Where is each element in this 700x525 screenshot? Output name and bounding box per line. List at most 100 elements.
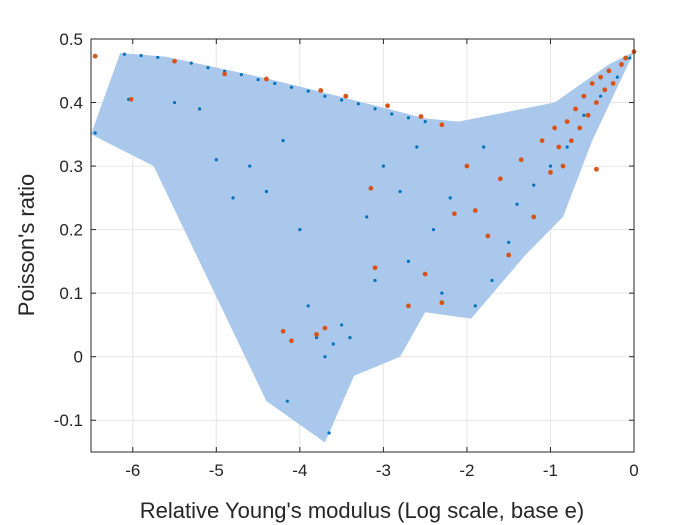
sampled-design-point xyxy=(172,100,177,105)
highlighted-design-point xyxy=(598,74,603,80)
highlighted-design-point xyxy=(577,125,583,131)
sampled-design-point xyxy=(582,113,586,117)
sampled-design-point xyxy=(93,131,97,135)
sampled-design-point xyxy=(327,431,331,435)
highlighted-design-point xyxy=(422,271,428,277)
highlighted-designs-series xyxy=(92,49,637,344)
highlighted-design-point xyxy=(594,100,599,105)
x-tick-label: 0 xyxy=(629,461,638,480)
y-tick-label: 0.3 xyxy=(59,157,83,176)
sampled-design-point xyxy=(431,228,436,232)
highlighted-design-point xyxy=(606,68,612,74)
highlighted-design-point xyxy=(464,163,470,169)
highlighted-design-point xyxy=(539,138,545,144)
highlighted-design-point xyxy=(560,163,566,169)
sampled-design-point xyxy=(281,139,285,143)
x-tick-label: -5 xyxy=(209,461,224,480)
sampled-design-point xyxy=(331,342,335,346)
highlighted-design-point xyxy=(497,176,503,182)
sampled-design-point xyxy=(206,65,210,70)
y-tick-label: 0.2 xyxy=(59,221,83,240)
highlighted-design-point xyxy=(128,96,134,102)
highlighted-design-point xyxy=(372,265,378,271)
highlighted-design-point xyxy=(610,81,616,86)
x-axis-title: Relative Young's modulus (Log scale, bas… xyxy=(140,498,584,523)
highlighted-design-point xyxy=(564,119,570,124)
y-axis-title: Poisson's ratio xyxy=(14,174,39,316)
plot-frame xyxy=(90,38,635,453)
sampled-design-point xyxy=(565,145,569,149)
sampled-designs-series xyxy=(93,52,632,435)
sampled-design-point xyxy=(248,164,252,168)
sampled-design-point xyxy=(323,94,327,98)
sampled-design-point xyxy=(198,107,202,111)
highlighted-design-point xyxy=(318,88,324,93)
highlighted-design-point xyxy=(573,106,578,112)
sampled-design-point xyxy=(448,196,452,200)
highlighted-design-point xyxy=(589,81,595,86)
sampled-design-point xyxy=(398,189,402,194)
y-tick-labels: -0.1 0 0.1 0.2 0.3 0.4 0.5 xyxy=(54,30,83,430)
feasible-region xyxy=(91,51,634,443)
sampled-design-point xyxy=(515,202,519,206)
highlighted-design-point xyxy=(222,71,228,77)
highlighted-design-point xyxy=(485,233,491,239)
highlighted-design-point xyxy=(314,332,319,337)
sampled-design-point xyxy=(139,53,143,58)
sampled-design-point xyxy=(306,304,310,308)
sampled-design-point xyxy=(381,164,385,168)
highlighted-design-point xyxy=(568,138,574,144)
sampled-design-point xyxy=(298,228,302,232)
sampled-design-point xyxy=(507,240,511,244)
sampled-design-point xyxy=(548,164,553,168)
highlighted-design-point xyxy=(531,214,537,220)
sampled-design-point xyxy=(628,56,632,60)
highlighted-design-point xyxy=(280,328,286,334)
highlighted-design-point xyxy=(322,325,328,331)
highlighted-design-point xyxy=(585,112,591,118)
highlighted-design-point xyxy=(548,170,553,175)
highlighted-design-point xyxy=(343,93,349,99)
highlighted-design-point xyxy=(418,114,424,119)
highlighted-design-point xyxy=(289,338,294,344)
highlighted-design-point xyxy=(506,252,512,258)
x-tick-label: -3 xyxy=(376,461,391,480)
x-tick-labels: -6 -5 -4 -3 -2 -1 0 xyxy=(125,461,639,480)
highlighted-design-point xyxy=(472,208,478,213)
sampled-design-point xyxy=(239,72,243,77)
sampled-design-point xyxy=(231,196,235,200)
highlighted-design-point xyxy=(92,53,98,59)
highlighted-design-point xyxy=(623,55,629,61)
x-tick-label: -1 xyxy=(543,461,558,480)
highlighted-design-point xyxy=(172,58,177,64)
highlighted-design-point xyxy=(556,144,562,150)
sampled-design-point xyxy=(156,55,160,60)
sampled-design-point xyxy=(473,304,477,308)
sampled-design-point xyxy=(598,94,603,98)
sampled-design-point xyxy=(340,98,344,102)
highlighted-design-point xyxy=(439,300,445,306)
sampled-design-point xyxy=(264,189,269,194)
highlighted-design-point xyxy=(368,185,374,191)
x-tick-label: -6 xyxy=(125,461,140,480)
axis-ticks xyxy=(91,38,635,452)
sampled-design-point xyxy=(482,145,486,149)
sampled-design-point xyxy=(532,183,536,187)
sampled-design-point xyxy=(365,215,369,219)
y-tick-label: 0 xyxy=(74,348,83,367)
y-tick-label: 0.1 xyxy=(59,284,83,303)
sampled-design-point xyxy=(615,75,619,79)
y-tick-label: 0.5 xyxy=(59,30,83,49)
sampled-design-point xyxy=(189,61,193,65)
sampled-design-point xyxy=(323,355,327,359)
sampled-design-point xyxy=(306,89,310,93)
sampled-design-point xyxy=(348,336,352,340)
x-tick-label: -2 xyxy=(459,461,474,480)
sampled-design-point xyxy=(373,107,377,111)
sampled-design-point xyxy=(406,116,411,120)
highlighted-design-point xyxy=(552,125,558,131)
sampled-design-point xyxy=(390,112,394,116)
highlighted-design-point xyxy=(451,211,457,217)
sampled-design-point xyxy=(415,145,419,149)
